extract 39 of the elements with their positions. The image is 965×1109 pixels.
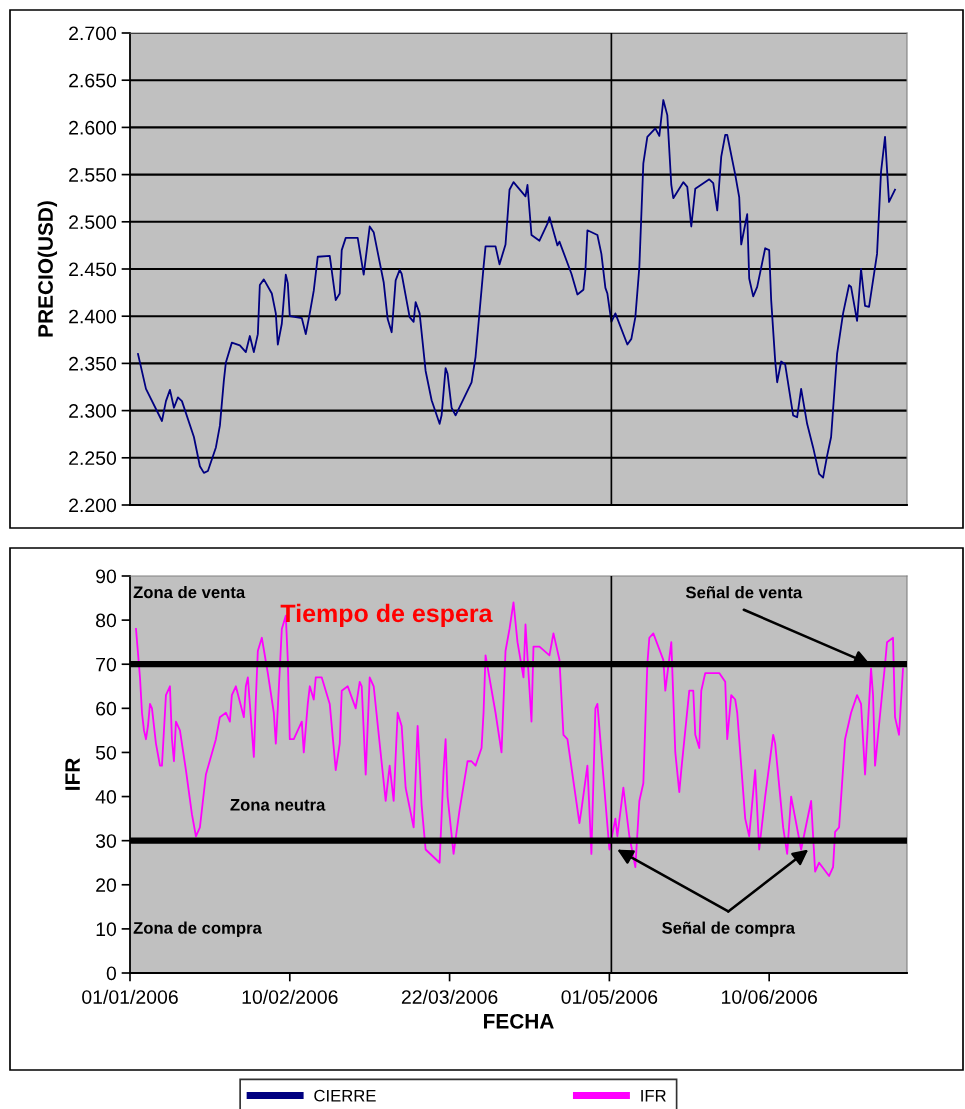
- y-tick-label: 2.400: [69, 309, 117, 324]
- legend-label: IFR: [641, 1089, 666, 1102]
- annotation: Zona de compra: [133, 921, 262, 938]
- annotation: Señal de venta: [685, 586, 803, 599]
- y-tick-label: 2.500: [69, 215, 117, 230]
- y-tick-label: 2.200: [69, 498, 117, 513]
- x-tick-label: 10/02/2006: [242, 989, 338, 1004]
- y-tick-label: 80: [96, 613, 117, 628]
- y-tick-label: 30: [95, 834, 117, 848]
- annotation: Zona de venta: [133, 585, 246, 599]
- y-axis-title: IFR: [65, 758, 80, 790]
- legend-label: CIERRE: [314, 1089, 376, 1102]
- y-tick-label: 2.300: [69, 404, 117, 418]
- y-tick-label: 2.650: [69, 73, 117, 88]
- y-tick-label: 90: [96, 569, 117, 584]
- x-tick-label: 01/01/2006: [82, 989, 178, 1004]
- x-tick-label: 22/03/2006: [401, 989, 498, 1004]
- annotation: Señal de compra: [662, 921, 796, 938]
- y-tick-label: 2.350: [69, 356, 117, 371]
- y-tick-label: 2.700: [69, 26, 117, 41]
- annotation: Zona neutra: [230, 799, 326, 811]
- y-tick-label: 0: [106, 966, 117, 981]
- y-tick-label: 10: [96, 922, 117, 937]
- annotation: Tiempo de espera: [280, 603, 493, 628]
- y-tick-label: 20: [96, 878, 117, 893]
- y-axis-title: PRECIO(USD): [37, 201, 58, 337]
- y-tick-label: 50: [95, 745, 117, 760]
- x-axis-title: FECHA: [484, 1013, 554, 1029]
- line-series: [135, 601, 904, 877]
- y-tick-label: 2.450: [69, 262, 117, 277]
- y-tick-label: 70: [96, 657, 117, 672]
- y-tick-label: 60: [96, 701, 117, 716]
- y-tick-label: 40: [95, 790, 117, 804]
- y-tick-label: 2.550: [69, 168, 117, 182]
- x-tick-label: 01/05/2006: [561, 989, 658, 1004]
- x-tick-label: 10/06/2006: [722, 989, 817, 1004]
- y-tick-label: 2.250: [69, 451, 117, 466]
- y-tick-label: 2.600: [69, 120, 117, 135]
- line-series: [137, 99, 896, 479]
